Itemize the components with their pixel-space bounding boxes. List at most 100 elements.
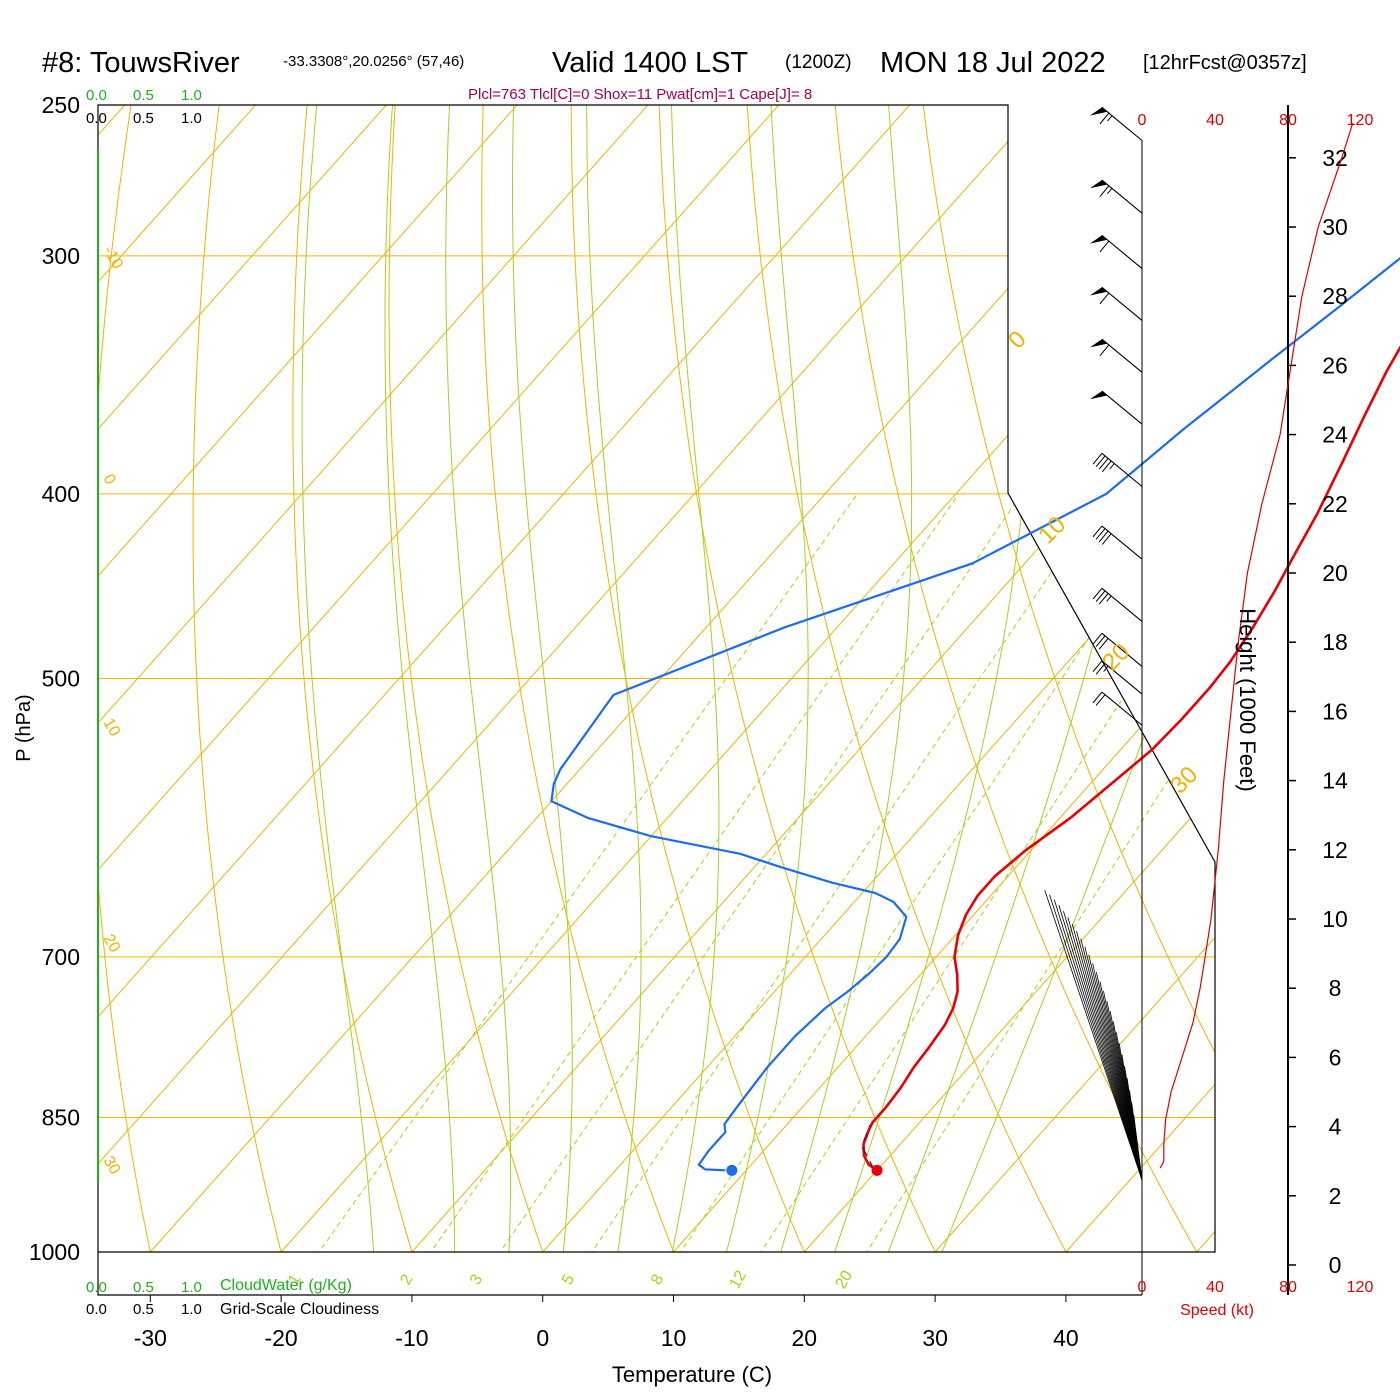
- barb-staff: [1101, 234, 1143, 269]
- barb-pennant: [1089, 287, 1108, 296]
- mixing-ratio-line: [289, 493, 858, 1252]
- x-axis-title: Temperature (C): [612, 1362, 772, 1387]
- barb-flag: [1098, 530, 1109, 543]
- temperature-tick-label: 30: [922, 1325, 948, 1351]
- valid-date: MON 18 Jul 2022: [880, 47, 1106, 79]
- speed-tick: 80: [1279, 112, 1297, 129]
- barb-flag: [1095, 590, 1106, 602]
- mixing-ratio-line: [840, 493, 1215, 1252]
- y-axis-title: P (hPa): [13, 694, 35, 761]
- mixing-ratio-label: 3: [467, 1272, 486, 1288]
- height-tick-label: 30: [1322, 214, 1348, 240]
- height-tick-label: 10: [1322, 906, 1348, 932]
- cloudwater-tick: 0.5: [133, 1279, 154, 1296]
- dry-adiabat-line: [292, 105, 425, 1252]
- speed-axis-title: Speed (kt): [1180, 1302, 1254, 1319]
- barb-pennant: [1089, 107, 1108, 116]
- height-tick-label: 28: [1322, 283, 1348, 309]
- dry-adiabat-label: 20: [100, 932, 124, 956]
- moist-adiabat-line: [445, 105, 512, 1252]
- speed-tick: 40: [1206, 1279, 1224, 1296]
- barb-staff: [1101, 525, 1143, 560]
- speed-scale-top: 0 40 80 120: [1138, 112, 1374, 129]
- pressure-tick-label: 400: [42, 481, 80, 507]
- barb-flag: [1095, 663, 1106, 675]
- wind-barb: [1089, 106, 1143, 141]
- temperature-tick-label: -20: [264, 1325, 297, 1351]
- height-tick-label: 24: [1322, 422, 1348, 448]
- barb-half-flag: [1107, 115, 1113, 122]
- mixing-ratio-line: [564, 493, 1105, 1252]
- barb-flag: [1099, 112, 1110, 125]
- dry-adiabat-line: [1345, 36, 1400, 1292]
- mixing-ratio-line: [734, 493, 1215, 1252]
- barb-flag: [1092, 587, 1103, 600]
- moist-adiabats: [301, 105, 1215, 1252]
- speed-tick: 40: [1206, 112, 1224, 129]
- dry-adiabat-line: [657, 105, 956, 1252]
- moist-adiabat-line: [384, 105, 456, 1252]
- cloudwater-scale-top: 0.0 0.5 1.0 0.0 0.5 1.0: [86, 87, 202, 127]
- barb-flag: [1099, 292, 1110, 305]
- barb-staff: [1101, 632, 1143, 667]
- wind-barb: [1092, 587, 1143, 622]
- barb-flag: [1092, 632, 1103, 645]
- cloudiness-tick: 0.0: [86, 110, 107, 127]
- barb-flag: [1092, 691, 1103, 704]
- wind-barb: [1092, 660, 1143, 695]
- wind-barb: [1089, 179, 1143, 214]
- wind-barb: [1092, 452, 1143, 487]
- valid-time: Valid 1400 LST: [552, 47, 748, 79]
- temperature-tick-label: -10: [395, 1325, 428, 1351]
- height-tick-label: 18: [1322, 629, 1348, 655]
- station-coords: -33.3308°,20.0256° (57,46): [283, 53, 464, 70]
- barb-half-flag: [1107, 187, 1113, 195]
- pressure-tick-label: 700: [42, 944, 80, 970]
- cloudwater-tick: 0.0: [86, 1279, 107, 1296]
- adiabat-label: 10: [1033, 511, 1071, 549]
- wind-barb: [1089, 286, 1143, 321]
- height-tick-label: 26: [1322, 352, 1348, 378]
- height-tick-label: 8: [1329, 975, 1342, 1001]
- pressure-tick-label: 500: [42, 666, 80, 692]
- barb-flag: [1095, 528, 1106, 540]
- height-tick-label: 12: [1322, 837, 1348, 863]
- low-level-wind-barb: [1058, 905, 1143, 1181]
- height-tick-label: 6: [1329, 1044, 1342, 1070]
- moist-adiabat-line: [663, 105, 720, 1252]
- cloudwater-tick: 0.5: [133, 87, 154, 104]
- isotherm-line: [98, 105, 518, 1252]
- barb-flag: [1095, 455, 1106, 468]
- speed-tick: 0: [1138, 112, 1147, 129]
- barb-flag: [1095, 635, 1106, 647]
- height-axis-title: Height (1000 Feet): [1235, 608, 1260, 791]
- mixing-ratio-label: 5: [559, 1272, 578, 1288]
- temperature-tick-label: 0: [536, 1325, 549, 1351]
- mixing-ratio-line: [653, 493, 1185, 1252]
- speed-tick: 80: [1279, 1279, 1297, 1296]
- barb-staff: [1101, 338, 1143, 373]
- barb-flag: [1099, 240, 1110, 253]
- temperature-tick-label: 10: [661, 1325, 687, 1351]
- speed-tick: 120: [1347, 112, 1374, 129]
- speed-tick: 0: [1138, 1279, 1147, 1296]
- dry-adiabat-line: [1173, 105, 1215, 1252]
- dry-adiabat-line: [915, 105, 1215, 1252]
- temperature-tick-label: 20: [792, 1325, 818, 1351]
- height-tick-label: 32: [1322, 145, 1348, 171]
- wind-barbs: [1044, 106, 1143, 1181]
- sounding-traces: [550, 256, 1400, 1176]
- wind-barb: [1092, 691, 1143, 726]
- barb-staff: [1101, 660, 1143, 695]
- mixing-ratio-line: [471, 493, 1022, 1252]
- mixing-ratio-label: 8: [648, 1272, 667, 1288]
- wind-barb: [1089, 338, 1143, 373]
- barb-flag: [1099, 344, 1110, 357]
- moist-adiabat-line: [924, 105, 1215, 1252]
- low-level-wind-barb: [1063, 911, 1143, 1181]
- cloudiness-title: Grid-Scale Cloudiness: [220, 1301, 379, 1318]
- cloudwater-title: CloudWater (g/Kg): [220, 1277, 352, 1294]
- dry-adiabat-line: [192, 105, 293, 1252]
- low-level-wind-barb: [1044, 889, 1143, 1181]
- barb-half-flag: [1109, 463, 1115, 470]
